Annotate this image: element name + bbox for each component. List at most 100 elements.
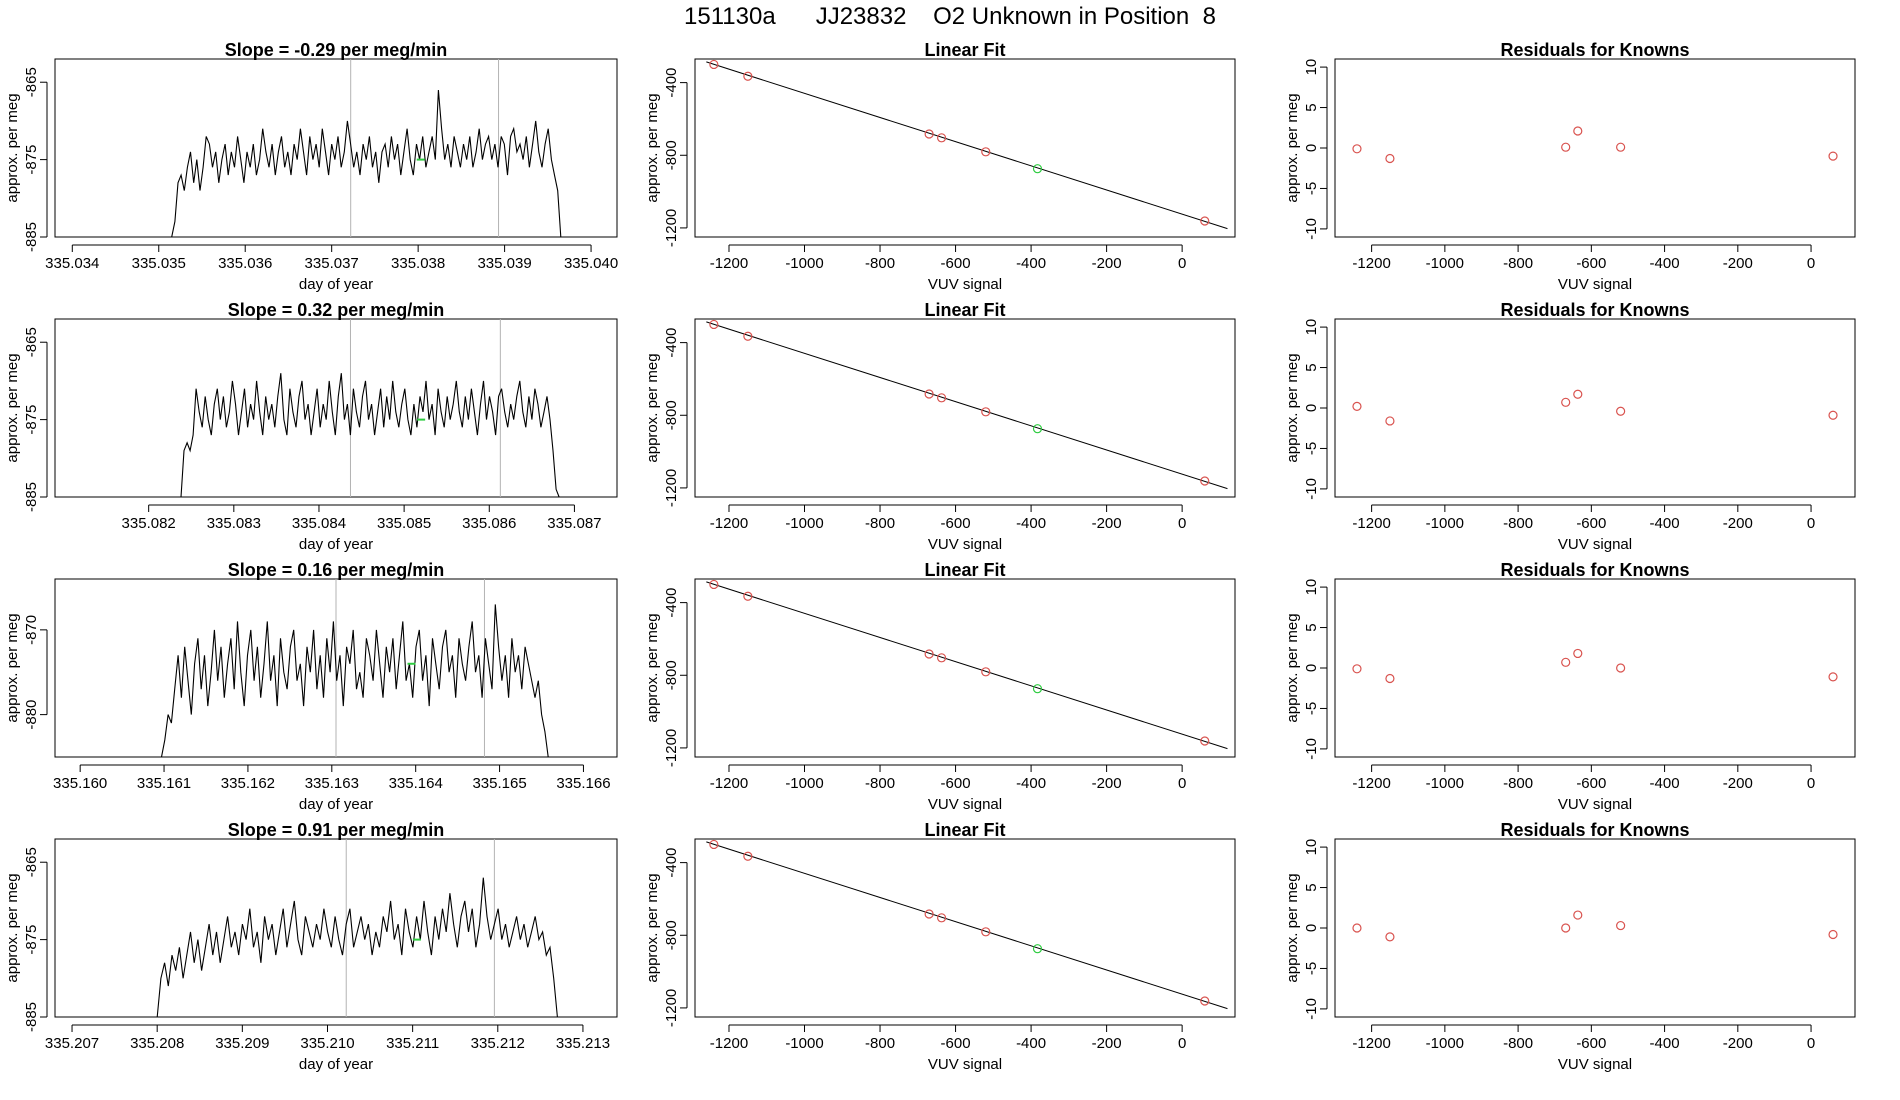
x-tick-label: -800 bbox=[1503, 255, 1533, 272]
x-tick-label: -600 bbox=[941, 775, 971, 792]
panel-10: Slope = 0.91 per meg/min day of year appro… bbox=[4, 820, 618, 1073]
known-point bbox=[981, 147, 991, 157]
plot-area bbox=[160, 579, 549, 758]
known-point bbox=[709, 839, 719, 850]
x-tick-label: 335.039 bbox=[477, 255, 531, 272]
x-tick-label: 335.166 bbox=[556, 775, 610, 792]
x-axis-label: day of year bbox=[299, 1056, 373, 1073]
residual-point bbox=[1573, 389, 1583, 399]
y-tick-label: -1200 bbox=[663, 209, 680, 247]
plot-frame bbox=[694, 318, 1236, 498]
y-tick-label: 0 bbox=[1303, 664, 1320, 672]
x-tick-label: 335.087 bbox=[547, 515, 601, 532]
x-axis-label: VUV signal bbox=[928, 796, 1002, 813]
known-point bbox=[924, 389, 934, 399]
panel-title: Linear Fit bbox=[924, 820, 1005, 840]
x-tick-label: 0 bbox=[1807, 775, 1815, 792]
known-point bbox=[981, 927, 991, 937]
x-tick-label: -200 bbox=[1723, 1035, 1753, 1052]
known-point bbox=[743, 331, 753, 341]
residual-point bbox=[1616, 920, 1626, 931]
panel-12: Residuals for Knowns VUV signal approx. pe… bbox=[1284, 820, 1856, 1073]
y-axis-label: approx. per meg bbox=[644, 613, 661, 722]
x-tick-label: -400 bbox=[1650, 515, 1680, 532]
x-tick-label: 335.040 bbox=[564, 255, 618, 272]
x-tick-label: -800 bbox=[1503, 515, 1533, 532]
x-tick-label: -1200 bbox=[710, 255, 748, 272]
fit-line bbox=[706, 321, 1228, 490]
x-tick-label: -400 bbox=[1016, 1035, 1046, 1052]
unknown-point bbox=[1032, 684, 1043, 694]
plot-area bbox=[1352, 910, 1838, 942]
panel-9: Residuals for Knowns VUV signal approx. pe… bbox=[1284, 560, 1856, 813]
y-tick-label: -880 bbox=[23, 700, 40, 730]
plot-frame bbox=[1334, 838, 1856, 1018]
y-tick-label: -1200 bbox=[663, 729, 680, 767]
y-tick-label: -865 bbox=[23, 67, 40, 97]
data-series-line bbox=[156, 877, 558, 1018]
x-tick-label: 0 bbox=[1807, 1035, 1815, 1052]
x-tick-label: -1200 bbox=[1352, 255, 1390, 272]
y-axis-label: approx. per meg bbox=[4, 873, 21, 982]
plot-area bbox=[706, 839, 1228, 1010]
plot-area bbox=[706, 579, 1228, 750]
x-tick-label: 0 bbox=[1178, 255, 1186, 272]
y-tick-label: -800 bbox=[663, 140, 680, 170]
plot-frame bbox=[694, 838, 1236, 1018]
known-point bbox=[743, 71, 753, 81]
x-tick-label: 335.162 bbox=[221, 775, 275, 792]
x-tick-label: -1200 bbox=[1352, 775, 1390, 792]
y-tick-label: -885 bbox=[23, 1002, 40, 1032]
data-series-line bbox=[160, 604, 549, 758]
y-tick-label: 5 bbox=[1303, 363, 1320, 371]
x-tick-label: -600 bbox=[941, 1035, 971, 1052]
x-tick-label: -600 bbox=[1576, 515, 1606, 532]
y-tick-label: -885 bbox=[23, 482, 40, 512]
known-point bbox=[924, 129, 934, 139]
known-point bbox=[924, 909, 934, 919]
x-tick-label: 335.084 bbox=[292, 515, 346, 532]
x-tick-label: 335.037 bbox=[305, 255, 359, 272]
x-tick-label: -600 bbox=[941, 515, 971, 532]
y-tick-label: -10 bbox=[1303, 218, 1320, 240]
x-tick-label: -400 bbox=[1016, 775, 1046, 792]
y-tick-label: -5 bbox=[1303, 442, 1320, 455]
x-tick-label: -800 bbox=[1503, 1035, 1533, 1052]
y-tick-label: 5 bbox=[1303, 103, 1320, 111]
y-tick-label: 5 bbox=[1303, 623, 1320, 631]
x-axis-label: day of year bbox=[299, 536, 373, 553]
x-tick-label: 335.213 bbox=[556, 1035, 610, 1052]
x-tick-label: 335.207 bbox=[45, 1035, 99, 1052]
y-tick-label: -865 bbox=[23, 847, 40, 877]
y-tick-label: -400 bbox=[663, 848, 680, 878]
x-tick-label: -400 bbox=[1016, 255, 1046, 272]
panel-title: Linear Fit bbox=[924, 40, 1005, 60]
y-tick-label: -5 bbox=[1303, 702, 1320, 715]
plot-area bbox=[1352, 648, 1838, 684]
y-tick-label: -10 bbox=[1303, 738, 1320, 760]
x-tick-label: -1200 bbox=[1352, 1035, 1390, 1052]
known-point bbox=[709, 319, 719, 330]
residual-point bbox=[1385, 932, 1395, 942]
fit-line bbox=[706, 581, 1228, 750]
residual-point bbox=[1352, 144, 1362, 154]
residual-point bbox=[1561, 923, 1571, 933]
x-tick-label: -800 bbox=[1503, 775, 1533, 792]
x-tick-label: -600 bbox=[1576, 1035, 1606, 1052]
residual-point bbox=[1616, 142, 1626, 152]
x-tick-label: -1000 bbox=[785, 515, 823, 532]
y-axis-label: approx. per meg bbox=[1284, 353, 1301, 462]
panel-6: Residuals for Knowns VUV signal approx. pe… bbox=[1284, 300, 1856, 553]
x-axis-label: day of year bbox=[299, 796, 373, 813]
y-tick-label: -870 bbox=[23, 615, 40, 645]
x-tick-label: 335.210 bbox=[300, 1035, 354, 1052]
x-tick-label: -200 bbox=[1092, 515, 1122, 532]
x-tick-label: -600 bbox=[1576, 775, 1606, 792]
x-tick-label: -1200 bbox=[710, 775, 748, 792]
panel-title: Linear Fit bbox=[924, 560, 1005, 580]
y-tick-label: 0 bbox=[1303, 404, 1320, 412]
